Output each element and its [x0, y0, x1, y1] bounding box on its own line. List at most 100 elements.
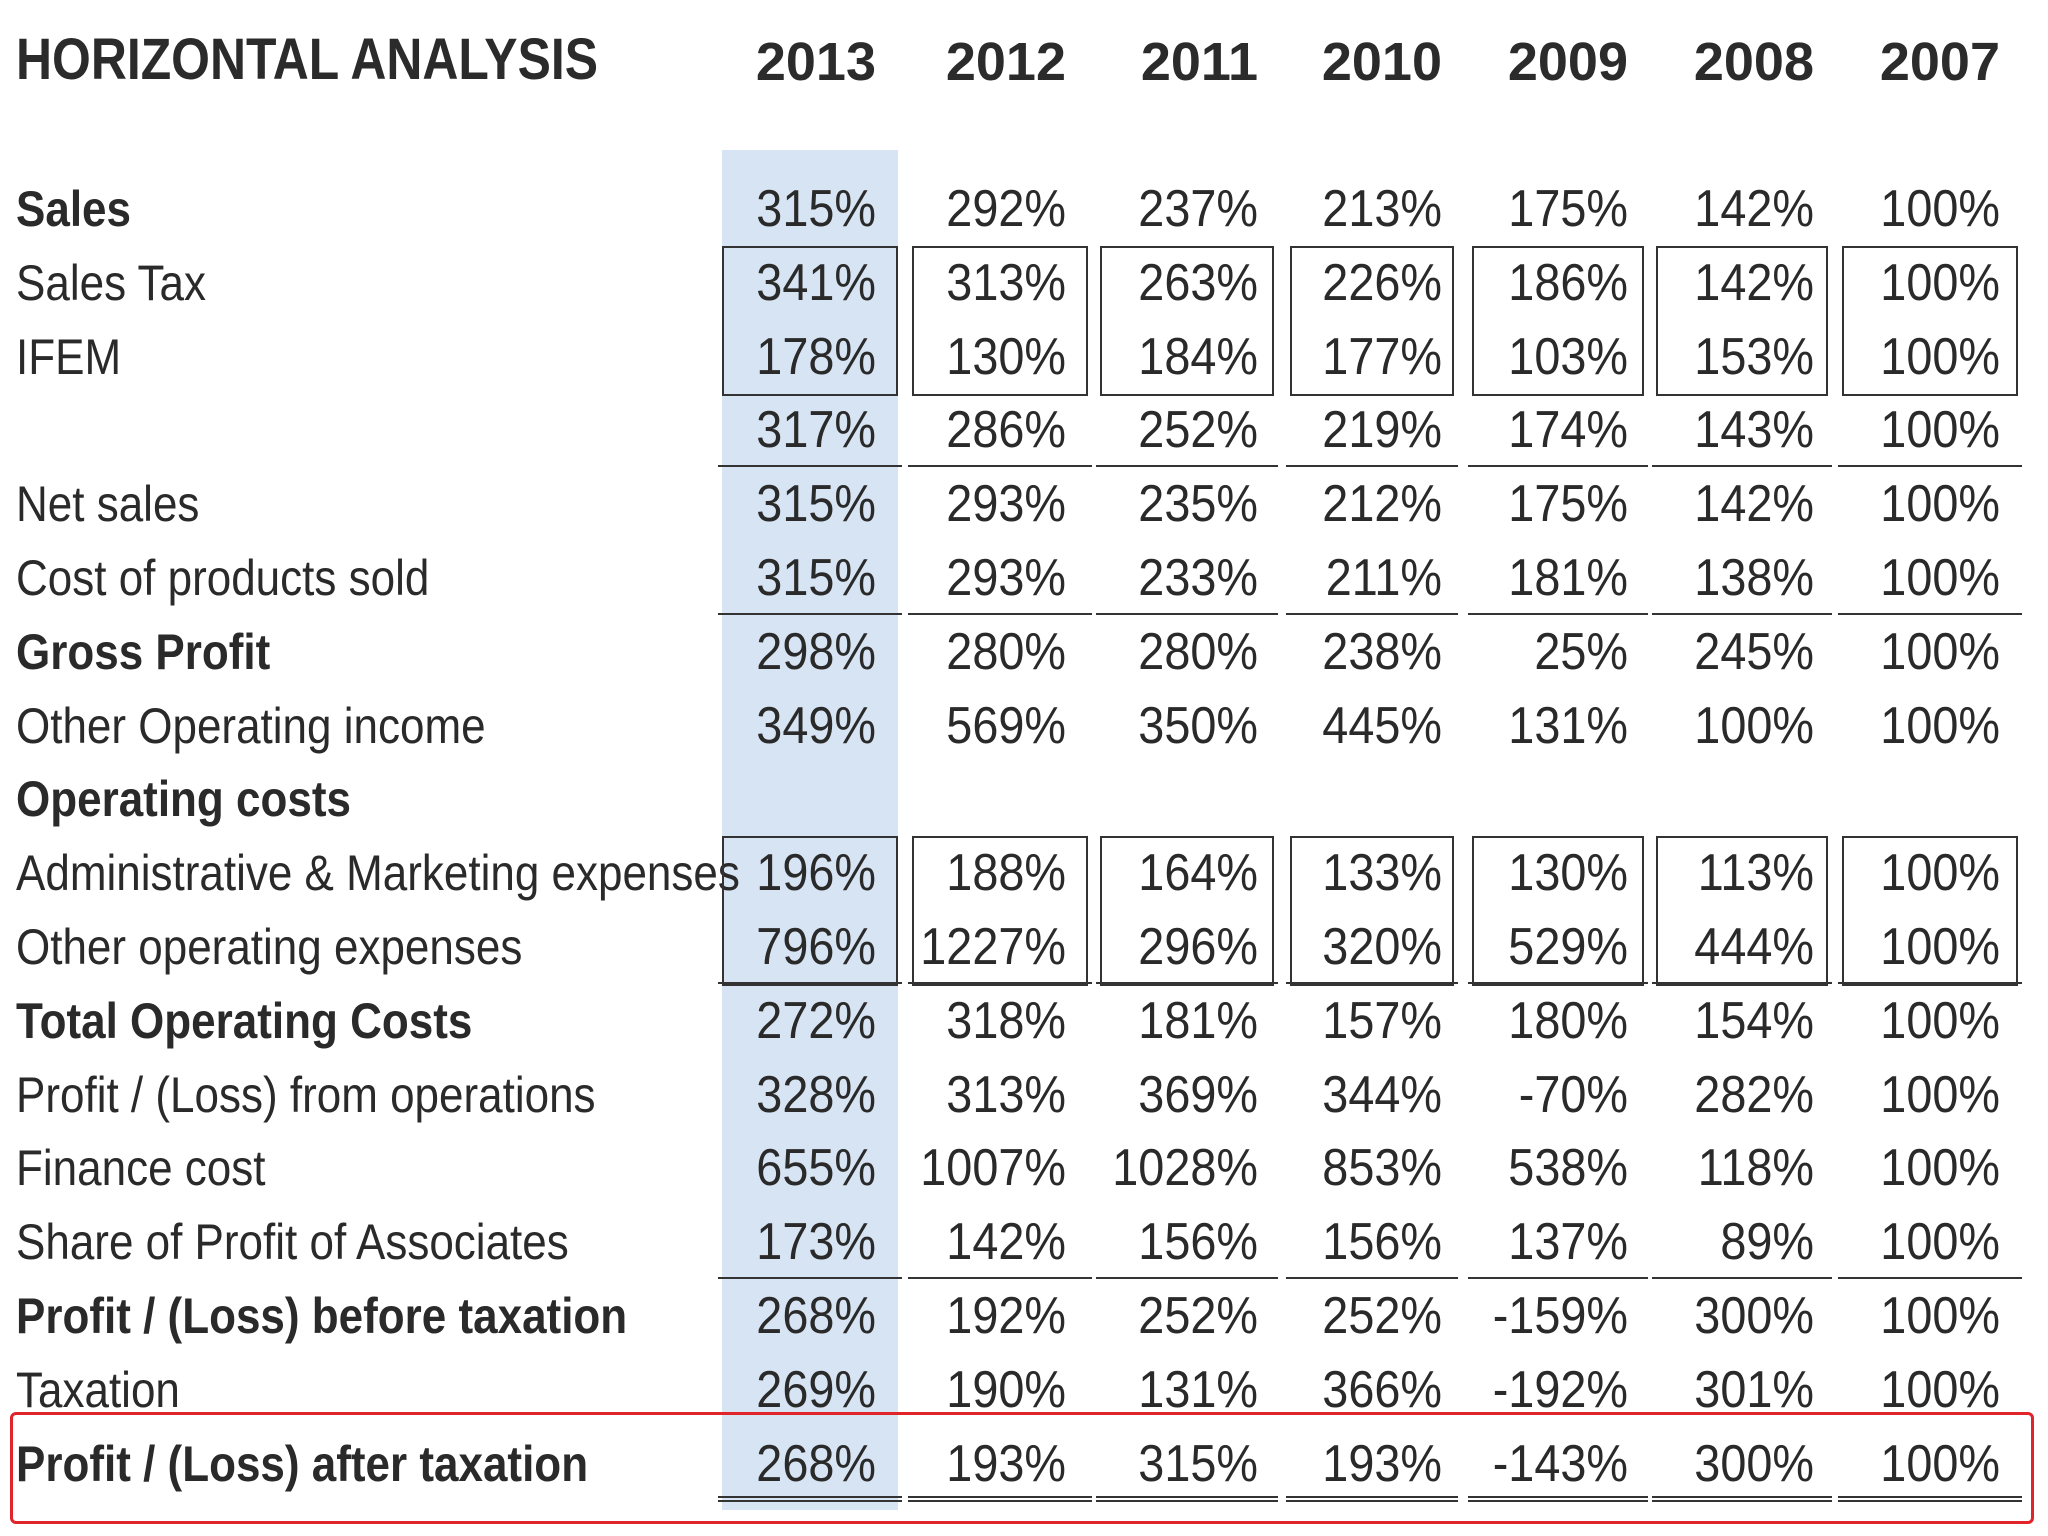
table-cell-2009: 137%: [1508, 1213, 1628, 1272]
table-cell-2007: 100%: [1880, 1287, 2000, 1345]
underline: [1652, 981, 1832, 984]
table-cell-2013: 315%: [756, 475, 876, 534]
table-cell-2009: 180%: [1508, 991, 1628, 1050]
table-cell-2009: 131%: [1508, 696, 1628, 755]
table-cell-2008: 300%: [1694, 1434, 1814, 1493]
underline: [1096, 1277, 1278, 1279]
table-cell-2012: 190%: [946, 1360, 1066, 1419]
grouping-box: [912, 246, 1088, 396]
year-header-5: 2008: [1693, 32, 1814, 92]
row-label: Other operating expenses: [16, 919, 523, 975]
table-cell-2012: 192%: [946, 1287, 1066, 1345]
row-label: Gross Profit: [16, 623, 271, 680]
underline: [1286, 981, 1458, 984]
underline: [1096, 981, 1278, 984]
table-cell-2008: 113%: [1697, 844, 1814, 903]
table-cell-2013: 315%: [756, 549, 876, 607]
grouping-box: [912, 836, 1088, 986]
underline: [1838, 612, 2022, 615]
year-header-2: 2011: [1140, 32, 1258, 92]
table-cell-2012: 318%: [946, 991, 1066, 1050]
grouping-box: [1290, 836, 1454, 986]
row-label: Finance cost: [16, 1140, 266, 1197]
table-cell-2011: 184%: [1138, 327, 1258, 386]
underline: [908, 1277, 1092, 1279]
table-cell-2010: 212%: [1322, 475, 1442, 534]
table-cell-2007: 100%: [1880, 622, 2000, 681]
row-label: Taxation: [16, 1361, 180, 1418]
table-cell-2012: 280%: [946, 622, 1066, 681]
table-cell-2012: 1007%: [920, 1139, 1066, 1198]
table-cell-2013: 196%: [756, 844, 876, 903]
table-cell-2007: 100%: [1880, 1065, 2000, 1124]
double-underline: [1838, 1496, 2022, 1503]
underline: [1286, 612, 1458, 615]
table-cell-2007: 100%: [1880, 1139, 2000, 1198]
table-cell-2008: [1652, 762, 1814, 836]
table-cell-2013: 315%: [756, 180, 876, 238]
table-cell-2010: 226%: [1322, 253, 1442, 312]
table-cell-2007: 100%: [1880, 918, 2000, 976]
row-label: Operating costs: [16, 771, 351, 828]
table-cell-2011: 252%: [1138, 401, 1258, 460]
table-cell-2009: 130%: [1508, 844, 1628, 903]
table-cell-2013: 269%: [756, 1360, 876, 1419]
table-cell-2008: 444%: [1694, 918, 1814, 976]
table-cell-2009: 175%: [1508, 475, 1628, 534]
table-cell-2010: [1280, 762, 1442, 836]
table-cell-2013: 796%: [756, 918, 876, 976]
table-cell-2009: [1466, 762, 1628, 836]
table-cell-2010: 157%: [1322, 991, 1442, 1050]
table-cell-2011: 350%: [1138, 696, 1258, 755]
table-cell-2013: 317%: [756, 401, 876, 460]
table-cell-2007: 100%: [1880, 1360, 2000, 1419]
double-underline: [718, 1496, 902, 1503]
row-label: Other Operating income: [16, 697, 486, 754]
table-cell-2008: 142%: [1694, 475, 1814, 534]
year-header-1: 2012: [945, 32, 1066, 92]
table-cell-2013: 328%: [756, 1065, 876, 1124]
row-label: Administrative & Marketing expenses: [16, 845, 740, 902]
table-cell-2012: 292%: [946, 180, 1066, 238]
table-cell-2009: 181%: [1508, 549, 1628, 607]
table-cell-2013: 272%: [756, 991, 876, 1050]
table-cell-2009: 174%: [1508, 401, 1628, 460]
table-cell-2008: 153%: [1694, 327, 1814, 386]
table-cell-2012: 313%: [946, 253, 1066, 312]
grouping-box: [722, 246, 898, 396]
table-cell-2007: 100%: [1880, 327, 2000, 386]
table-cell-2007: 100%: [1880, 549, 2000, 607]
table-cell-2008: 89%: [1720, 1213, 1814, 1272]
table-cell-2009: -192%: [1492, 1360, 1628, 1419]
grouping-box: [1100, 836, 1274, 986]
underline: [908, 612, 1092, 615]
double-underline: [1468, 1496, 1648, 1503]
row-label: Profit / (Loss) from operations: [16, 1066, 596, 1123]
table-cell-2009: 25%: [1534, 622, 1628, 681]
table-cell-2013: 173%: [756, 1213, 876, 1272]
table-cell-2012: 569%: [946, 696, 1066, 755]
table-cell-2013: 268%: [756, 1434, 876, 1493]
table-cell-2012: 1227%: [920, 918, 1066, 976]
underline: [1096, 612, 1278, 615]
table-cell-2008: 138%: [1694, 549, 1814, 607]
highlighted-column-2013: [722, 150, 898, 1510]
underline: [1652, 612, 1832, 615]
underline: [1468, 1277, 1648, 1279]
profit-after-taxation-highlight-frame: [10, 1412, 2034, 1524]
table-cell-2009: 538%: [1508, 1139, 1628, 1198]
table-cell-2010: 177%: [1322, 327, 1442, 386]
table-cell-2011: 369%: [1138, 1065, 1258, 1124]
underline: [1468, 612, 1648, 615]
underline: [718, 1277, 902, 1279]
table-cell-2008: 100%: [1694, 696, 1814, 755]
table-cell-2010: 213%: [1322, 180, 1442, 238]
table-cell-2013: 268%: [756, 1287, 876, 1345]
row-label: Sales Tax: [16, 254, 206, 311]
table-cell-2012: 130%: [946, 327, 1066, 386]
table-cell-2010: 853%: [1322, 1139, 1442, 1198]
table-cell-2008: 301%: [1694, 1360, 1814, 1419]
table-cell-2013: 341%: [756, 253, 876, 312]
underline: [1286, 1277, 1458, 1279]
table-cell-2010: 320%: [1322, 918, 1442, 976]
